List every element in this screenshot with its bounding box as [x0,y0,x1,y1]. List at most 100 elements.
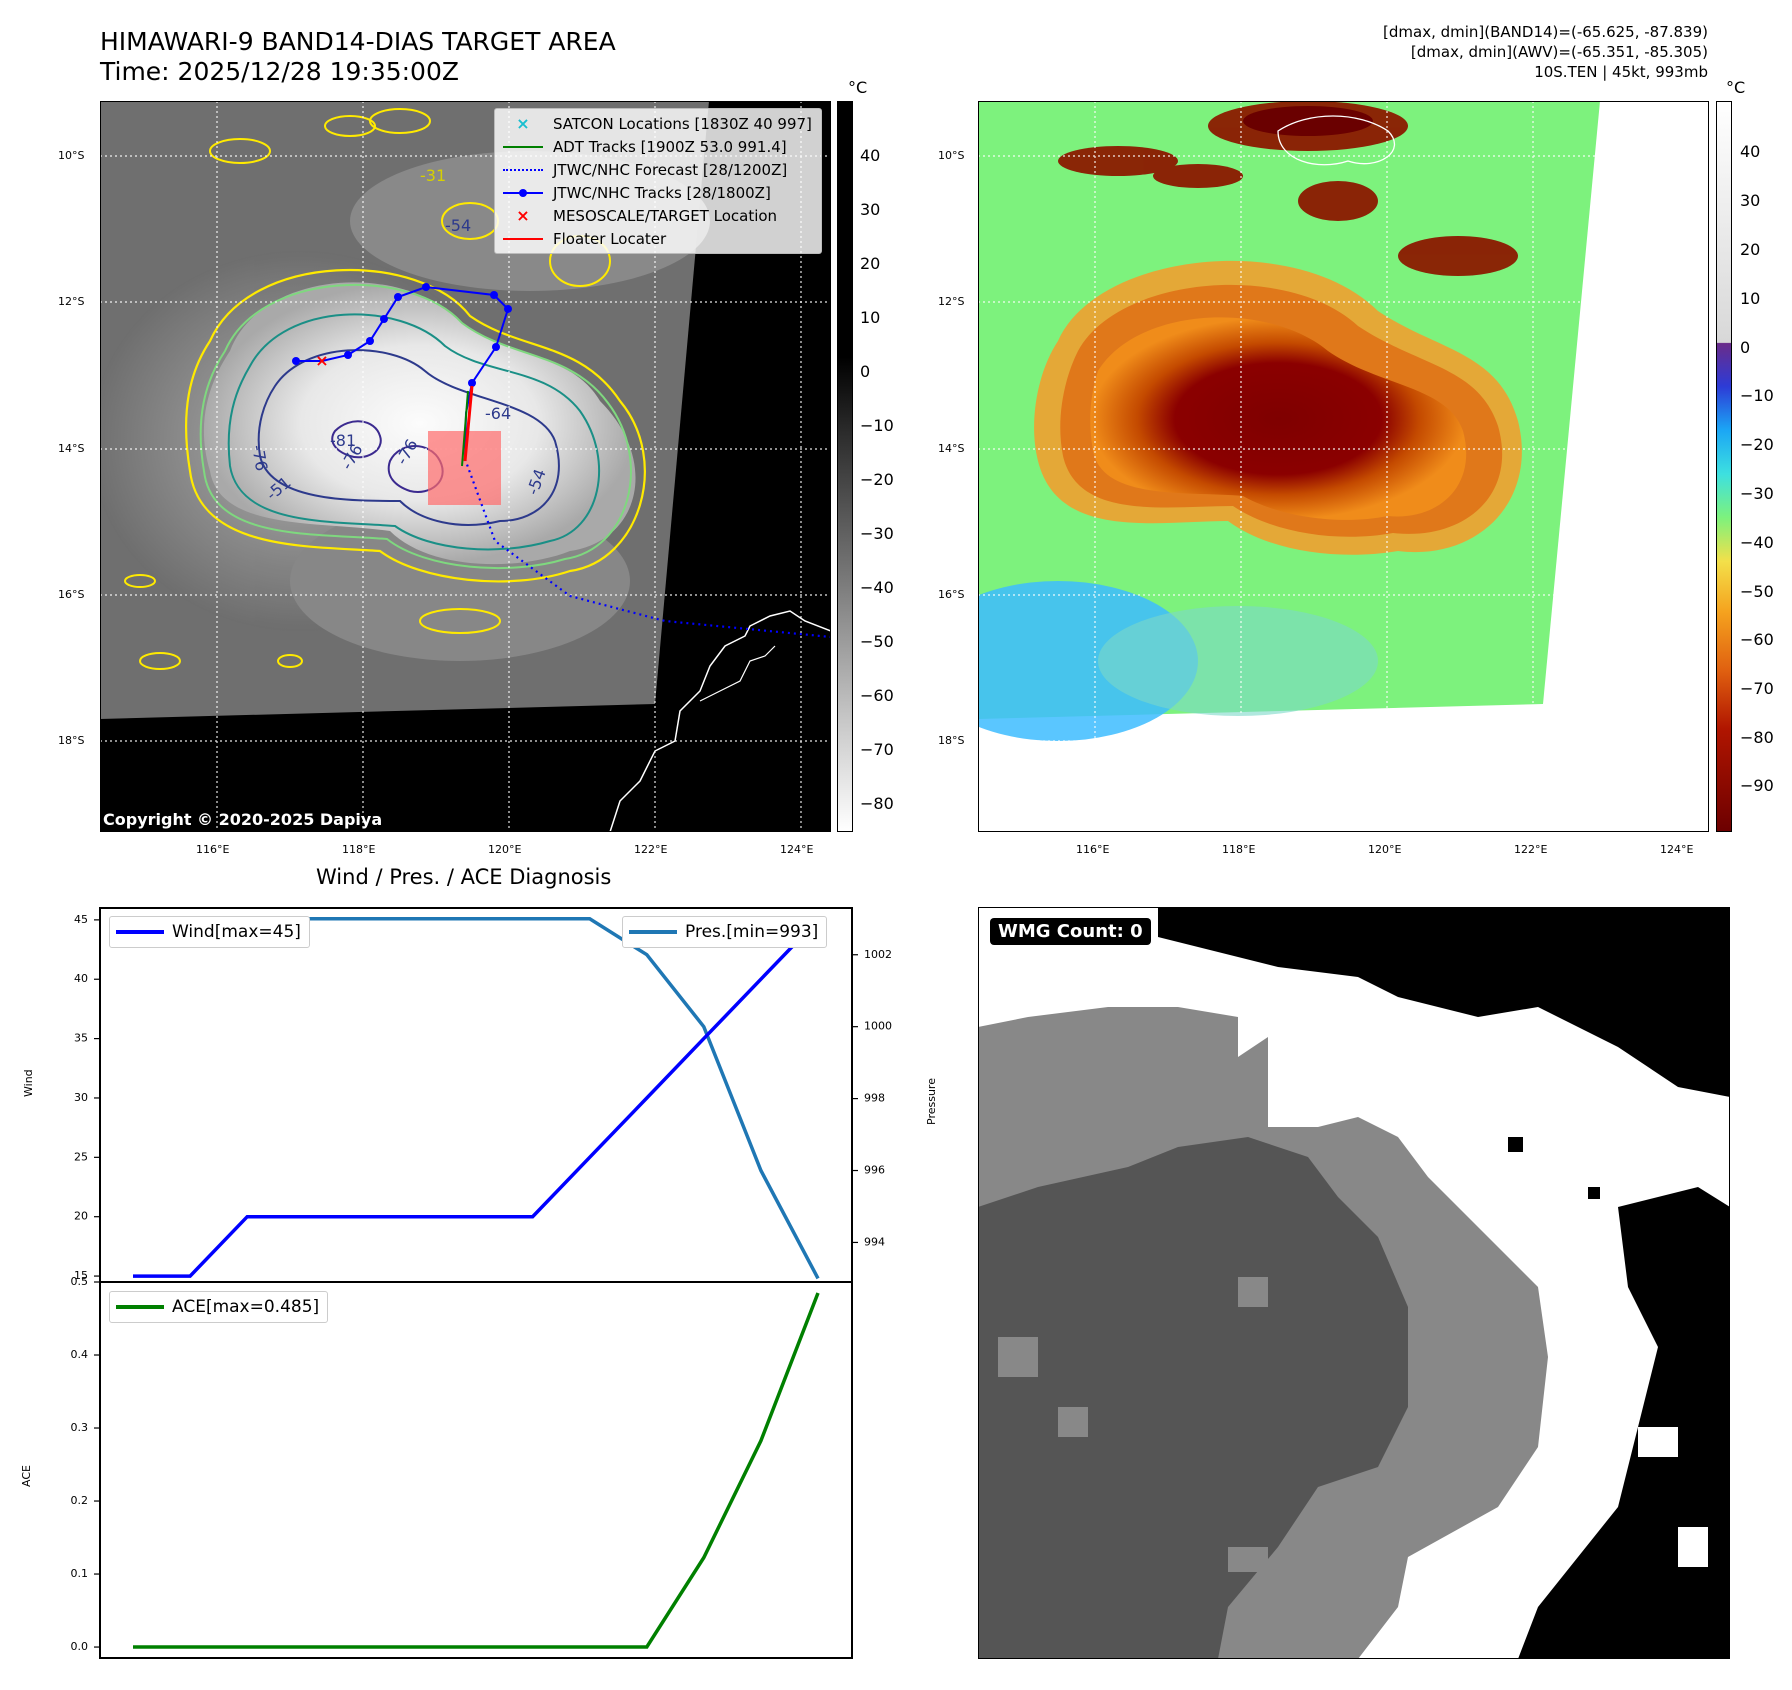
awv-lon-label: 120°E [1368,843,1402,856]
ir-contour-label: -76 [248,443,271,472]
ir-lat-label: 18°S [58,734,85,747]
awv-cb-tick: −70 [1740,679,1774,698]
ir-contour-navy [257,349,560,526]
pressure-ytick-label: 994 [864,1235,885,1248]
wind-ytick-label: 35 [74,1032,88,1045]
awv-colorbar [1716,101,1732,832]
pressure-series-line [133,917,820,1280]
ir-lat-label: 12°S [58,295,85,308]
ir-lat-label: 14°S [58,442,85,455]
ir-lon-label: 118°E [342,843,376,856]
awv-cb-tick: −10 [1740,386,1774,405]
dmax-awv: [dmax, dmin](AWV)=(-65.351, -85.305) [1410,43,1708,61]
wind-ytick-label: 25 [74,1150,88,1163]
wind-ytick-label: 45 [74,913,88,926]
wind-legend: Wind[max=45] [109,916,310,948]
awv-cb-tick: −20 [1740,435,1774,454]
adt-track [461,390,469,467]
ir-cb-tick: 0 [860,362,871,381]
ace-ytick-label: 0.3 [71,1421,89,1434]
awv-gridlines [978,101,1709,832]
awv-cb-tick: −80 [1740,728,1774,747]
dmax-band14: [dmax, dmin](BAND14)=(-65.625, -87.839) [1383,23,1708,41]
svg-text:×: × [315,351,328,370]
awv-cb-tick: 0 [1740,338,1751,357]
ir-cb-tick: 30 [860,200,881,219]
ir-cb-tick: −10 [860,416,894,435]
ir-gridlines [100,101,831,832]
diagnosis-chart: 15 20 25 30 35 40 45 994 996 998 1000 1002 0.0 0.1 0.2… [71,907,892,1659]
ir-contour-teal [227,313,601,551]
pressure-ylabel: Pressure [925,1078,938,1125]
storm-info: 10S.TEN | 45kt, 993mb [1534,63,1708,81]
ir-legend: × SATCON Locations [1830Z 40 997] ADT Tr… [494,108,822,254]
ir-cb-tick: −40 [860,578,894,597]
forecast-line-icon [503,163,543,177]
pressure-ytick-label: 1002 [864,948,892,961]
figure-title: HIMAWARI-9 BAND14-DIAS TARGET AREA [100,27,616,56]
wind-ytick-label: 30 [74,1091,88,1104]
awv-cb-tick: −60 [1740,630,1774,649]
track-line-dot-icon [503,186,543,200]
wmg-map [978,907,1730,1659]
ir-colorbar [837,101,853,832]
ir-lon-label: 116°E [196,843,230,856]
floater-locater [463,385,474,462]
forecast-track [463,458,831,639]
ir-contour-label: -31 [420,166,446,185]
ir-contour-label: -54 [445,216,471,235]
awv-cb-tick: −50 [1740,582,1774,601]
awv-cb-tick: 40 [1740,142,1761,161]
ir-lon-label: 120°E [488,843,522,856]
awv-lat-label: 14°S [938,442,965,455]
legend-floater: Floater Locater [495,227,821,250]
ace-ytick-label: 0.0 [71,1640,89,1653]
ir-contour-label: -81 [330,431,356,450]
ace-series-line [133,1292,820,1649]
wmg-black-top [1158,907,1730,1097]
ir-cb-tick: −60 [860,686,894,705]
awv-lon-label: 122°E [1514,843,1548,856]
awv-lat-label: 16°S [938,588,965,601]
awv-cb-tick: −90 [1740,776,1774,795]
ir-cb-tick: −80 [860,794,894,813]
adt-line-icon [503,140,543,154]
target-marker-icon: × [516,206,530,225]
ace-ytick-label: 0.1 [71,1567,89,1580]
ir-cb-tick: −50 [860,632,894,651]
ace-legend-line [116,1305,164,1309]
ace-ytick-label: 0.5 [71,1275,89,1288]
wind-plot-frame [99,907,853,1283]
pressure-ytick-label: 1000 [864,1020,892,1033]
ir-contour-label: -64 [485,404,511,423]
wind-ytick-label: 40 [74,972,88,985]
awv-lat-label: 18°S [938,734,965,747]
awv-cb-tick: 20 [1740,240,1761,259]
ir-cb-tick: −70 [860,740,894,759]
ir-cb-tick: 20 [860,254,881,273]
awv-lat-label: 12°S [938,295,965,308]
legend-forecast: JTWC/NHC Forecast [28/1200Z] [495,158,821,181]
pressure-legend: Pres.[min=993] [622,916,828,948]
pressure-ytick-label: 998 [864,1092,885,1105]
satcon-marker-icon: × [516,114,530,133]
awv-lon-label: 116°E [1076,843,1110,856]
ir-lat-label: 10°S [58,149,85,162]
awv-lat-label: 10°S [938,149,965,162]
floater-line-icon [503,232,543,246]
wind-ytick-label: 15 [74,1269,88,1282]
ir-lat-label: 16°S [58,588,85,601]
ir-coastline [609,610,831,832]
awv-cb-tick: −30 [1740,484,1774,503]
wind-legend-line [116,930,164,934]
awv-cloud-core [1090,317,1467,520]
copyright: Copyright © 2020-2025 Dapiya [103,810,383,829]
diagnosis-title: Wind / Pres. / ACE Diagnosis [316,865,612,889]
awv-colorbar-unit: °C [1726,78,1746,97]
wind-ytick-label: 20 [74,1210,88,1223]
awv-satellite-map [978,101,1709,832]
wmg-dark-grey [978,1137,1408,1659]
ir-contour-green [199,283,632,570]
ir-cb-tick: −20 [860,470,894,489]
ir-cb-tick: −30 [860,524,894,543]
